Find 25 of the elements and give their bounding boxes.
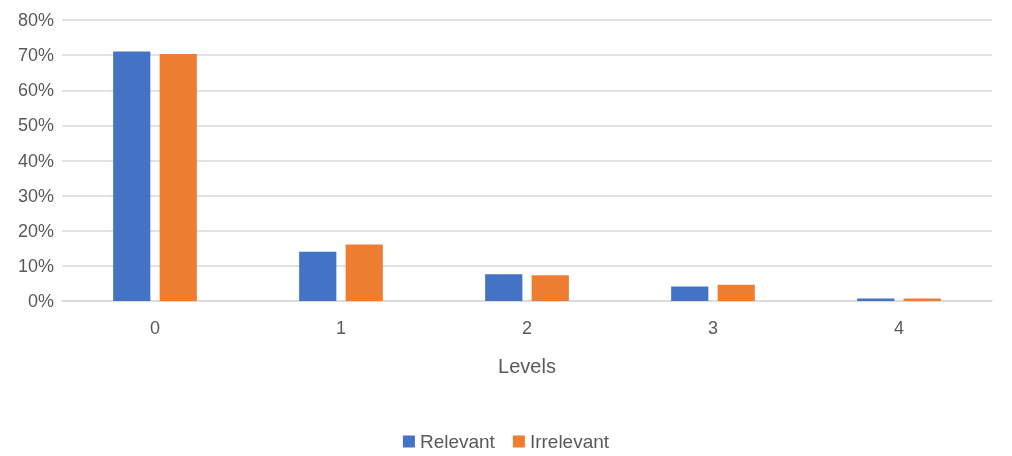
- bar: [159, 54, 197, 301]
- y-tick-label: 10%: [17, 255, 54, 276]
- x-tick-label: 0: [149, 318, 161, 338]
- x-tick-label: 4: [893, 318, 905, 338]
- legend-label: Relevant: [419, 431, 496, 452]
- x-tick-label: 3: [707, 318, 719, 338]
- bar: [531, 275, 569, 301]
- bar: [717, 284, 755, 301]
- y-tick-label: 0%: [27, 291, 54, 311]
- y-tick-label: 20%: [17, 220, 54, 241]
- y-tick-label: 40%: [17, 150, 54, 171]
- x-tick-label: 1: [335, 318, 347, 338]
- x-axis-title: Levels: [498, 355, 556, 377]
- bar: [113, 51, 151, 301]
- x-tick-label: 2: [521, 318, 533, 338]
- y-tick-label: 50%: [17, 115, 54, 136]
- legend-label: Irrelevant: [529, 431, 610, 452]
- bar: [485, 274, 523, 301]
- bar: [345, 244, 383, 301]
- y-tick-label: 60%: [17, 80, 54, 101]
- bar: [299, 251, 337, 301]
- y-tick-label: 80%: [17, 10, 54, 30]
- y-tick-label: 30%: [17, 185, 54, 206]
- bar: [671, 286, 709, 301]
- y-tick-label: 70%: [17, 45, 54, 66]
